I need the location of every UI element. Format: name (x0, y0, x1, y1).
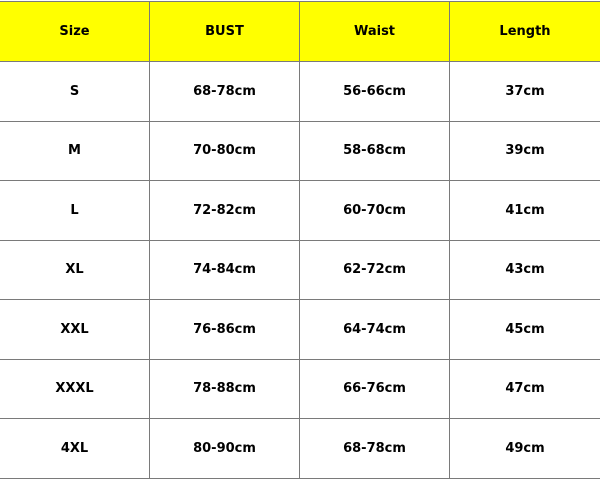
cell-length: 41cm (505, 202, 545, 218)
header-bust: BUST (150, 2, 300, 61)
cell-waist: 66-76cm (300, 359, 450, 418)
cell-waist: 68-78cm (300, 419, 450, 478)
table-row: 4XL 80-90cm 68-78cm 49cm (0, 419, 600, 479)
cell-size: 4XL (0, 419, 150, 478)
table-row: M 70-80cm 58-68cm 39cm (0, 121, 600, 181)
cell-waist: 62-72cm (300, 240, 450, 299)
cell-bust: 80-90cm (150, 419, 300, 478)
cell-waist: 56-66cm (300, 62, 450, 121)
cell-bust: 72-82cm (150, 181, 300, 240)
cell-size: XXL (0, 300, 150, 359)
cell-bust: 74-84cm (150, 240, 300, 299)
table-row: XXL 76-86cm 64-74cm 45cm (0, 300, 600, 360)
cell-size: L (0, 181, 150, 240)
cell-size: XXXL (0, 359, 150, 418)
table-row: XL 74-84cm 62-72cm 43cm (0, 240, 600, 300)
header-waist: Waist (300, 2, 450, 61)
cell-length: 45cm (505, 321, 545, 337)
cell-length: 43cm (505, 262, 545, 278)
cell-bust: 76-86cm (150, 300, 300, 359)
table-row: S 68-78cm 56-66cm 37cm (0, 62, 600, 122)
table-header-row: Size BUST Waist Length (0, 2, 600, 62)
cell-length: 37cm (505, 83, 545, 99)
cell-waist: 58-68cm (300, 121, 450, 180)
cell-size: XL (0, 240, 150, 299)
cell-size: M (0, 121, 150, 180)
header-length: Length (499, 24, 551, 39)
table-row: L 72-82cm 60-70cm 41cm (0, 181, 600, 241)
cell-waist: 60-70cm (300, 181, 450, 240)
cell-length: 49cm (505, 440, 545, 456)
cell-size: S (0, 62, 150, 121)
cell-waist: 64-74cm (300, 300, 450, 359)
header-size: Size (0, 2, 150, 61)
table-row: XXXL 78-88cm 66-76cm 47cm (0, 359, 600, 419)
cell-bust: 68-78cm (150, 62, 300, 121)
cell-length: 47cm (505, 381, 545, 397)
cell-length: 39cm (505, 143, 545, 159)
cell-bust: 70-80cm (150, 121, 300, 180)
cell-bust: 78-88cm (150, 359, 300, 418)
